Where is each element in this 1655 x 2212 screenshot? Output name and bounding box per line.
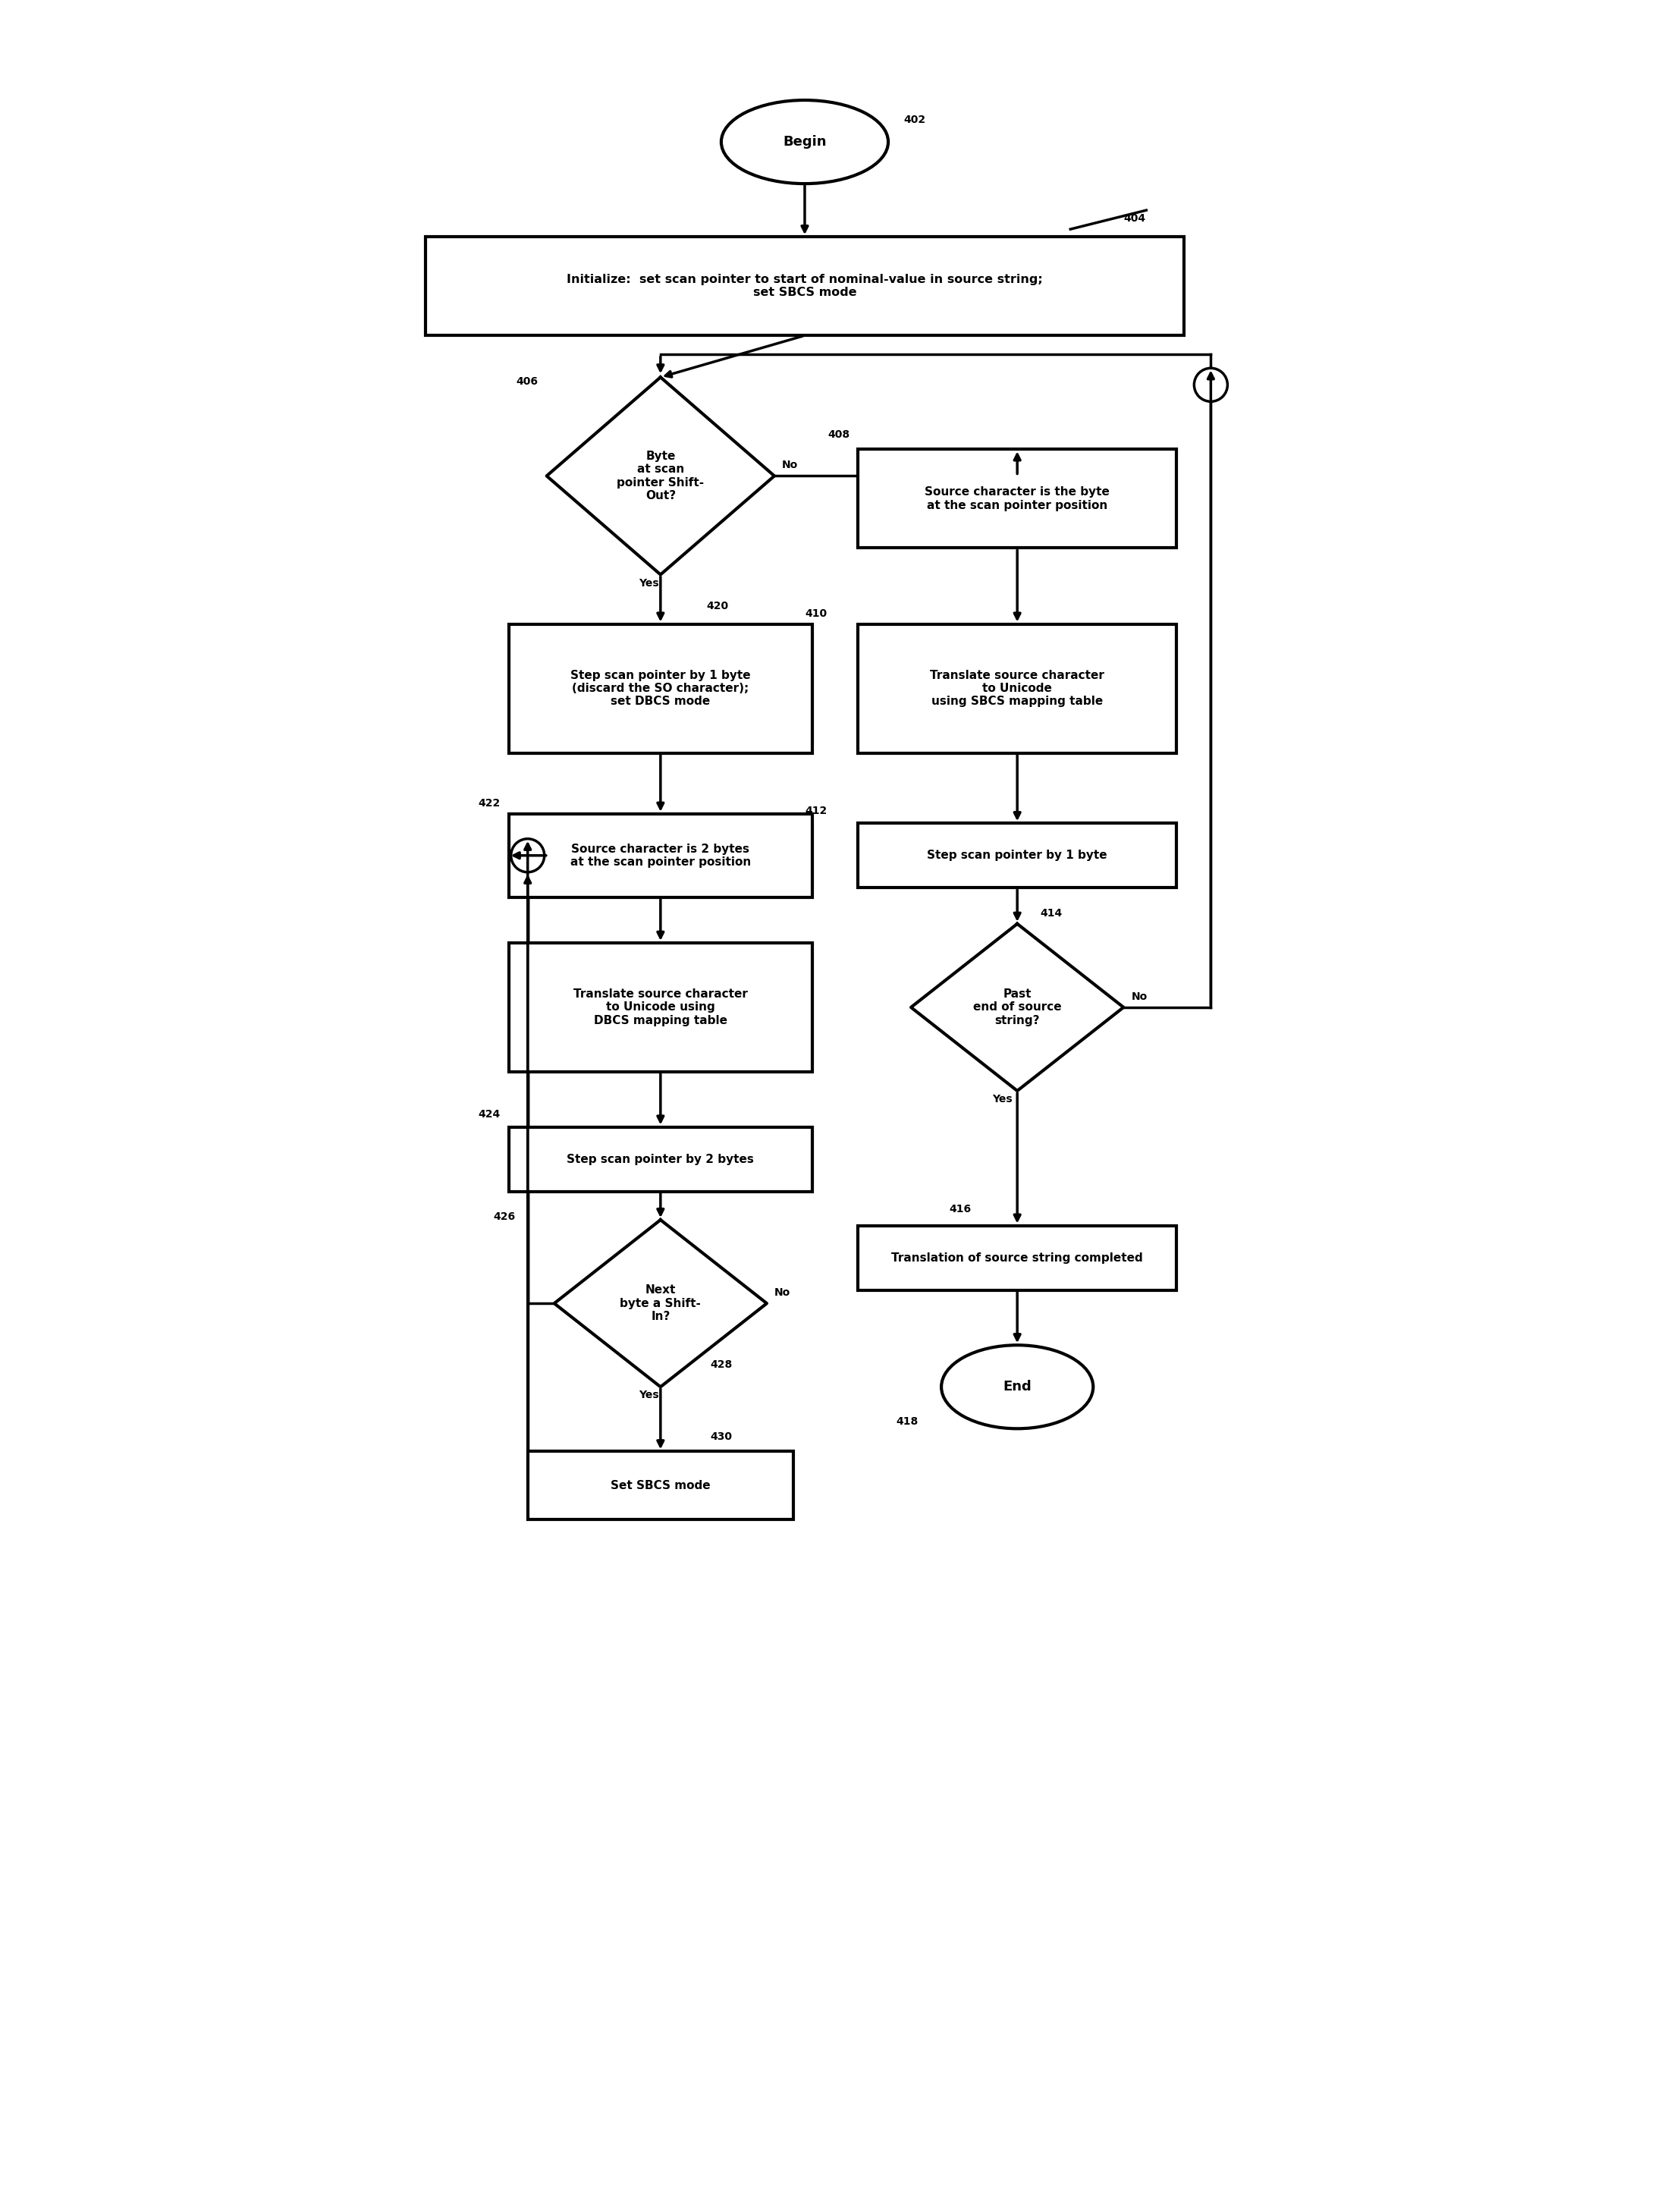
Text: Past
end of source
string?: Past end of source string?: [973, 989, 1061, 1026]
Text: Translate source character
to Unicode using
DBCS mapping table: Translate source character to Unicode us…: [573, 989, 748, 1026]
FancyBboxPatch shape: [528, 1451, 793, 1520]
Text: 410: 410: [804, 608, 828, 619]
Polygon shape: [554, 1219, 766, 1387]
Text: No: No: [781, 460, 798, 471]
FancyBboxPatch shape: [857, 823, 1177, 887]
Text: Set SBCS mode: Set SBCS mode: [611, 1480, 710, 1491]
Text: 420: 420: [707, 599, 728, 611]
Text: Yes: Yes: [991, 1095, 1013, 1104]
Text: 430: 430: [710, 1431, 732, 1442]
Polygon shape: [910, 925, 1124, 1091]
Text: Source character is 2 bytes
at the scan pointer position: Source character is 2 bytes at the scan …: [571, 843, 751, 867]
Ellipse shape: [942, 1345, 1094, 1429]
FancyBboxPatch shape: [857, 1225, 1177, 1290]
FancyBboxPatch shape: [508, 942, 813, 1073]
Text: End: End: [1003, 1380, 1031, 1394]
Text: 424: 424: [478, 1108, 500, 1119]
FancyBboxPatch shape: [508, 1126, 813, 1192]
Text: 426: 426: [493, 1212, 516, 1223]
Text: Translate source character
to Unicode
using SBCS mapping table: Translate source character to Unicode us…: [930, 670, 1104, 708]
FancyBboxPatch shape: [508, 624, 813, 752]
Text: Step scan pointer by 1 byte
(discard the SO character);
set DBCS mode: Step scan pointer by 1 byte (discard the…: [571, 670, 751, 708]
FancyBboxPatch shape: [857, 624, 1177, 752]
Text: 406: 406: [516, 376, 538, 387]
Text: 422: 422: [478, 799, 500, 807]
Text: Translation of source string completed: Translation of source string completed: [892, 1252, 1144, 1263]
Text: 418: 418: [895, 1416, 919, 1427]
Text: Begin: Begin: [783, 135, 826, 148]
Text: 408: 408: [828, 429, 849, 440]
Text: 402: 402: [904, 115, 925, 126]
Text: No: No: [1130, 991, 1147, 1002]
Text: Yes: Yes: [639, 577, 659, 588]
Text: Next
byte a Shift-
In?: Next byte a Shift- In?: [621, 1285, 702, 1323]
Text: 428: 428: [710, 1360, 732, 1369]
Text: Step scan pointer by 1 byte: Step scan pointer by 1 byte: [927, 849, 1107, 860]
FancyBboxPatch shape: [508, 814, 813, 898]
FancyBboxPatch shape: [425, 237, 1185, 336]
Text: Byte
at scan
pointer Shift-
Out?: Byte at scan pointer Shift- Out?: [617, 451, 703, 502]
FancyBboxPatch shape: [857, 449, 1177, 549]
Polygon shape: [546, 378, 775, 575]
Text: Step scan pointer by 2 bytes: Step scan pointer by 2 bytes: [568, 1152, 755, 1166]
Text: 414: 414: [1039, 907, 1063, 918]
Text: 412: 412: [804, 805, 828, 816]
Text: Source character is the byte
at the scan pointer position: Source character is the byte at the scan…: [925, 487, 1111, 511]
Text: 404: 404: [1124, 212, 1145, 223]
Text: Yes: Yes: [639, 1389, 659, 1400]
Circle shape: [1195, 367, 1228, 403]
Circle shape: [511, 838, 544, 872]
Text: 416: 416: [948, 1203, 971, 1214]
Ellipse shape: [722, 100, 889, 184]
Text: No: No: [775, 1287, 791, 1298]
Text: Initialize:  set scan pointer to start of nominal-value in source string;
set SB: Initialize: set scan pointer to start of…: [566, 274, 1043, 299]
